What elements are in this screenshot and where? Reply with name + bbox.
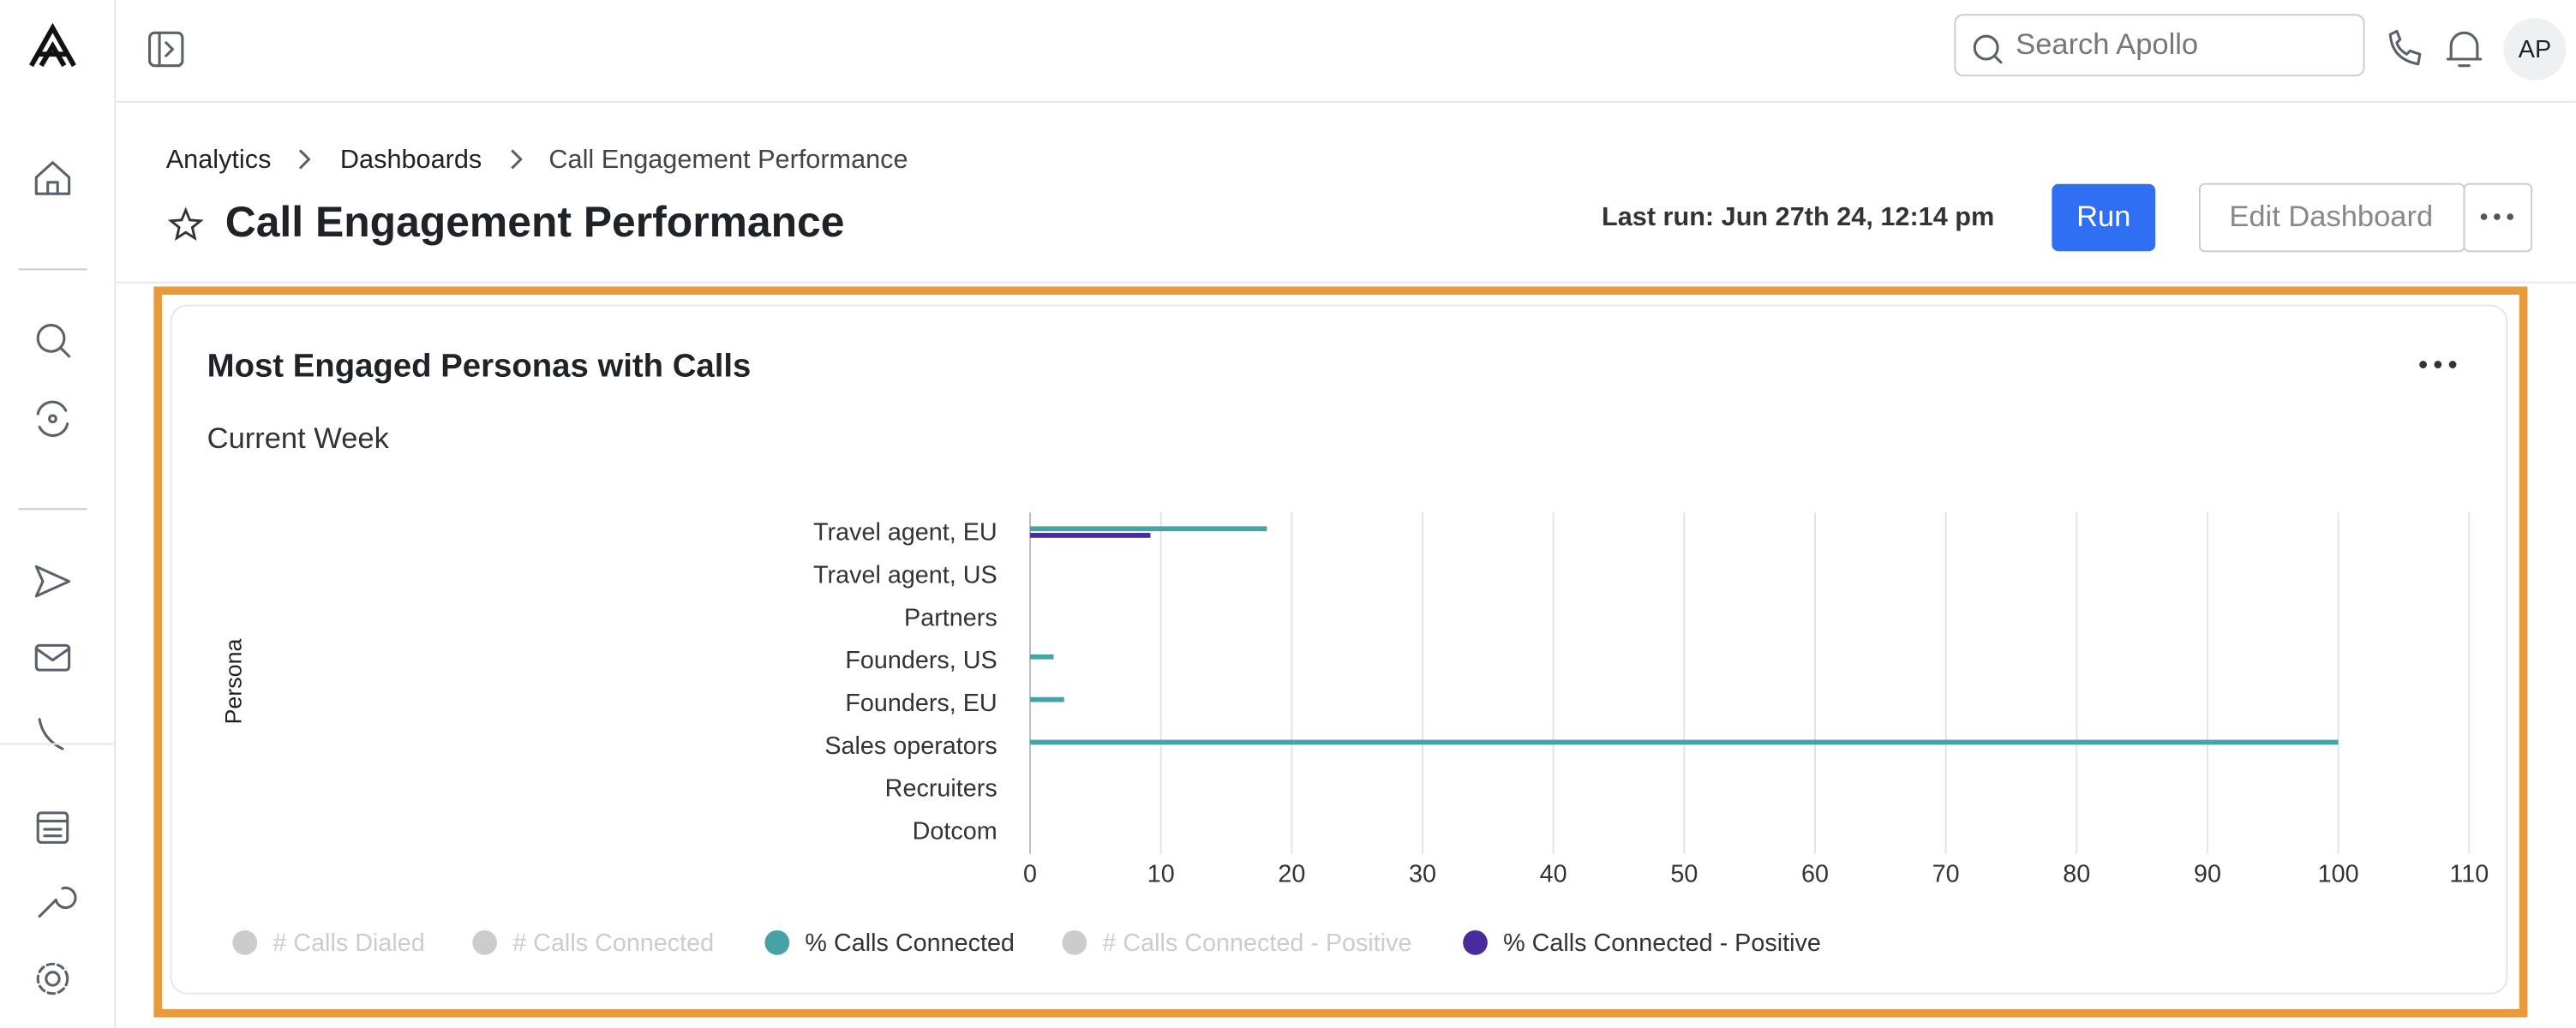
mail-icon[interactable] [34, 643, 71, 672]
last-run: Last run: Jun 27th 24, 12:14 pm [1602, 202, 1994, 231]
more-dots [2480, 213, 2514, 220]
send-icon[interactable] [34, 565, 71, 598]
chart-subtitle: Current Week [207, 422, 390, 455]
y-tick-label: Travel agent, US [813, 561, 997, 589]
search-icon[interactable] [36, 324, 71, 358]
settings-icon[interactable] [36, 962, 69, 995]
legend-swatch[interactable] [472, 929, 497, 955]
x-tick-label: 20 [1278, 860, 1305, 888]
y-tick-label: Dotcom [913, 817, 997, 845]
tools-icon[interactable] [38, 886, 77, 918]
legend-label: % Calls Connected [805, 929, 1015, 957]
x-tick-label: 10 [1147, 860, 1175, 888]
y-tick-label: Partners [904, 604, 997, 631]
y-tick-label: Founders, US [845, 647, 997, 674]
bar [1030, 654, 1054, 660]
edit-label: Edit Dashboard [2229, 200, 2433, 233]
logo[interactable] [29, 22, 76, 68]
breadcrumb-sep [299, 149, 311, 170]
legend-swatch[interactable] [232, 929, 258, 955]
legend-label: % Calls Connected - Positive [1503, 929, 1821, 957]
sidebar-toggle[interactable] [148, 31, 184, 68]
search-box[interactable] [1954, 14, 2365, 77]
x-tick-label: 60 [1801, 860, 1829, 888]
notifications[interactable] [2446, 31, 2483, 68]
y-tick-label: Recruiters [885, 775, 997, 803]
home-icon[interactable] [34, 161, 71, 195]
x-tick-label: 70 [1932, 860, 1960, 888]
x-tick-label: 40 [1540, 860, 1567, 888]
x-tick-label: 90 [2194, 860, 2221, 888]
y-tick-label: Founders, EU [845, 690, 997, 717]
breadcrumb[interactable]: Dashboards [340, 145, 482, 174]
avatar[interactable] [2503, 18, 2567, 81]
legend-swatch[interactable] [1062, 929, 1087, 955]
breadcrumb-sep [511, 149, 523, 170]
x-tick-label: 30 [1409, 860, 1436, 888]
tasks-icon[interactable] [36, 811, 69, 844]
x-tick-label: 0 [1023, 860, 1037, 888]
sidebar [0, 0, 116, 1028]
breadcrumb: Call Engagement Performance [548, 145, 908, 174]
card-menu[interactable] [2419, 361, 2457, 368]
search-box-icon [1973, 34, 2003, 64]
legend-swatch[interactable] [764, 929, 790, 955]
legend-label: # Calls Connected - Positive [1102, 929, 1411, 957]
x-tick-label: 50 [1670, 860, 1698, 888]
avatar-initials: AP [2519, 36, 2551, 63]
bar [1030, 739, 2339, 745]
phone-icon[interactable] [38, 718, 64, 750]
call-button[interactable] [2388, 29, 2422, 66]
y-tick-label: Sales operators [824, 732, 997, 760]
x-tick-label: 80 [2063, 860, 2090, 888]
chart-card [170, 304, 2508, 995]
y-axis-label: Persona [220, 638, 246, 724]
plot: 0 10 20 30 40 50 60 70 80 90 100 110 Travel agent, E… [232, 512, 2489, 957]
highlight-frame [153, 286, 2528, 1018]
legend-label: # Calls Connected [512, 929, 714, 957]
legend-swatch[interactable] [1463, 929, 1488, 955]
run-label: Run [2076, 200, 2130, 233]
bar [1030, 533, 1151, 538]
x-tick-label: 100 [2318, 860, 2359, 888]
legend-label: # Calls Dialed [273, 929, 424, 957]
search-placeholder: Search Apollo [2016, 28, 2198, 61]
page-title: Call Engagement Performance [225, 198, 845, 246]
run-button[interactable] [2052, 183, 2156, 252]
x-tick-label: 110 [2449, 860, 2489, 888]
y-tick-label: Travel agent, EU [813, 519, 997, 547]
sequence-icon[interactable] [36, 400, 69, 437]
chart-title: Most Engaged Personas with Calls [207, 348, 752, 385]
breadcrumb[interactable]: Analytics [166, 145, 272, 174]
bar [1030, 696, 1064, 702]
bar [1030, 526, 1267, 532]
favorite-star[interactable] [167, 206, 204, 242]
